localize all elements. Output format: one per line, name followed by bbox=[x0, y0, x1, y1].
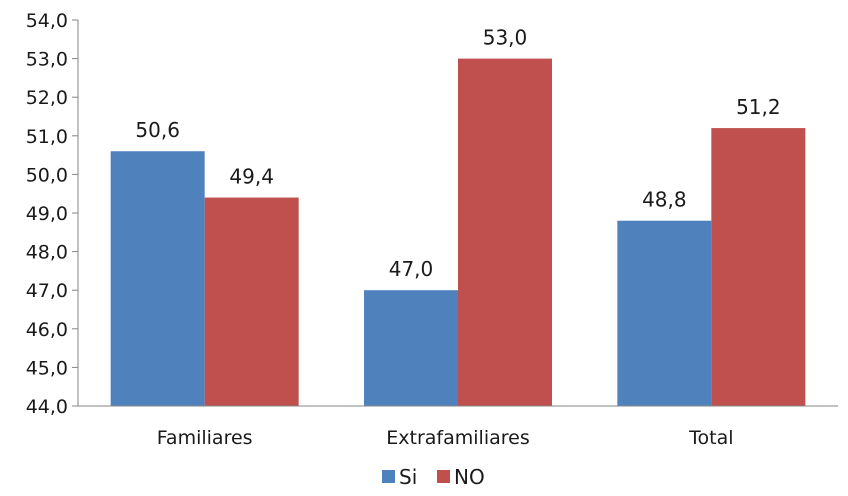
y-tick-label: 51,0 bbox=[26, 126, 68, 148]
data-label: 49,4 bbox=[229, 165, 274, 189]
y-tick-label: 52,0 bbox=[26, 87, 68, 109]
x-category-label: Familiares bbox=[157, 427, 253, 449]
legend: Si NO bbox=[382, 465, 485, 489]
data-label: 47,0 bbox=[389, 257, 434, 281]
data-label: 50,6 bbox=[135, 118, 180, 142]
data-labels: 50,6 49,4 47,0 53,0 48,8 51,2 bbox=[135, 26, 780, 282]
legend-swatch-si bbox=[382, 470, 395, 483]
y-axis: 44,0 45,0 46,0 47,0 48,0 49,0 50,0 51,0 52,0 53,0… bbox=[26, 10, 79, 418]
legend-swatch-no bbox=[437, 470, 450, 483]
bars bbox=[110, 58, 806, 406]
data-label: 51,2 bbox=[736, 95, 781, 119]
legend-label-si: Si bbox=[399, 465, 417, 489]
x-category-label: Total bbox=[688, 427, 733, 449]
bar-si-total bbox=[617, 220, 712, 406]
y-tick-label: 44,0 bbox=[26, 396, 68, 418]
y-tick-label: 45,0 bbox=[26, 357, 68, 379]
y-tick-label: 53,0 bbox=[26, 49, 68, 71]
data-label: 48,8 bbox=[642, 188, 687, 212]
y-tick-label: 47,0 bbox=[26, 280, 68, 302]
x-axis: Familiares Extrafamiliares Total bbox=[78, 405, 838, 449]
y-tick-label: 46,0 bbox=[26, 319, 68, 341]
x-category-label: Extrafamiliares bbox=[386, 427, 529, 449]
y-tick-label: 48,0 bbox=[26, 242, 68, 264]
data-label: 53,0 bbox=[483, 26, 528, 50]
y-tick-label: 50,0 bbox=[26, 164, 68, 186]
legend-label-no: NO bbox=[454, 465, 485, 489]
y-tick-label: 49,0 bbox=[26, 203, 68, 225]
bar-si-extrafamiliares bbox=[364, 290, 458, 406]
bar-no-familiares bbox=[204, 197, 299, 406]
bar-no-total bbox=[711, 128, 806, 406]
bar-no-extrafamiliares bbox=[458, 58, 552, 406]
y-tick-label: 54,0 bbox=[26, 10, 68, 32]
bar-si-familiares bbox=[110, 151, 205, 406]
